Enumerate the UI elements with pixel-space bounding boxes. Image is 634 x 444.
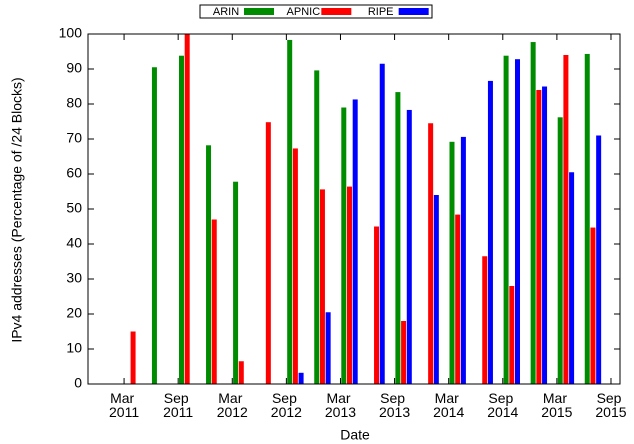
y-axis-label: IPv4 addresses (Percentage of /24 Blocks… bbox=[9, 77, 25, 342]
y-tick-label: 40 bbox=[66, 235, 82, 251]
bar bbox=[292, 148, 298, 384]
bar bbox=[590, 227, 596, 384]
y-tick-label: 10 bbox=[66, 340, 82, 356]
bar bbox=[352, 99, 358, 384]
bar bbox=[449, 141, 455, 384]
bar bbox=[584, 53, 590, 384]
bar bbox=[428, 123, 434, 384]
bar bbox=[482, 256, 488, 384]
bar bbox=[265, 122, 271, 384]
bar bbox=[287, 39, 293, 384]
bar bbox=[460, 136, 466, 384]
y-tick-label: 100 bbox=[59, 25, 83, 41]
bar bbox=[596, 135, 602, 384]
bar bbox=[206, 145, 212, 384]
x-tick-label: Sep 2013 bbox=[379, 390, 410, 420]
plot-frame bbox=[87, 33, 621, 385]
y-tick-label: 80 bbox=[66, 95, 82, 111]
bar bbox=[211, 219, 217, 384]
bar bbox=[238, 361, 244, 384]
bar bbox=[319, 189, 325, 384]
y-tick-label: 50 bbox=[66, 200, 82, 216]
bar bbox=[509, 286, 515, 384]
bar bbox=[341, 107, 347, 384]
x-tick-label: Mar 2015 bbox=[541, 390, 572, 420]
legend-label: APNIC bbox=[287, 6, 321, 18]
bar bbox=[130, 331, 136, 384]
bar bbox=[346, 186, 352, 384]
bar bbox=[542, 86, 548, 384]
bar bbox=[406, 109, 412, 384]
bar bbox=[374, 226, 380, 384]
bar bbox=[401, 321, 407, 384]
bar bbox=[184, 34, 190, 384]
bar bbox=[233, 181, 239, 384]
bar bbox=[563, 55, 569, 384]
y-tick-label: 20 bbox=[66, 305, 82, 321]
x-tick-label: Sep 2014 bbox=[487, 390, 518, 420]
bar bbox=[487, 80, 493, 385]
bar bbox=[536, 90, 542, 384]
x-tick-label: Sep 2011 bbox=[163, 390, 193, 420]
legend-swatch bbox=[398, 8, 429, 15]
legend-label: ARIN bbox=[213, 6, 239, 18]
bar bbox=[298, 372, 304, 384]
legend-swatch bbox=[244, 8, 274, 15]
x-tick-label: Mar 2013 bbox=[325, 390, 356, 420]
bar bbox=[151, 67, 157, 384]
bar bbox=[557, 117, 563, 385]
bar bbox=[379, 63, 385, 384]
bar bbox=[455, 214, 461, 384]
bar bbox=[178, 55, 184, 384]
x-tick-label: Mar 2012 bbox=[217, 390, 248, 420]
x-tick-label: Sep 2015 bbox=[595, 390, 626, 420]
legend-swatch bbox=[321, 8, 352, 15]
y-tick-label: 70 bbox=[66, 130, 82, 146]
legend-label: RIPE bbox=[368, 6, 394, 18]
legend: ARIN APNIC RIPE bbox=[199, 4, 433, 19]
y-tick-label: 90 bbox=[66, 60, 82, 76]
y-tick-label: 60 bbox=[66, 165, 82, 181]
bar bbox=[325, 312, 331, 384]
x-tick-label: Mar 2014 bbox=[433, 390, 464, 420]
y-tick-label: 30 bbox=[66, 270, 82, 286]
bar bbox=[514, 59, 520, 384]
x-tick-label: Mar 2011 bbox=[109, 390, 139, 420]
bar bbox=[503, 55, 509, 384]
bar bbox=[569, 172, 575, 384]
x-tick-label: Sep 2012 bbox=[271, 390, 302, 420]
bar bbox=[395, 92, 401, 384]
bar bbox=[314, 70, 320, 385]
x-axis-label: Date bbox=[340, 427, 370, 443]
legend-box bbox=[199, 4, 433, 19]
y-tick-label: 0 bbox=[74, 375, 82, 391]
bar bbox=[530, 42, 536, 385]
bar bbox=[433, 195, 439, 384]
